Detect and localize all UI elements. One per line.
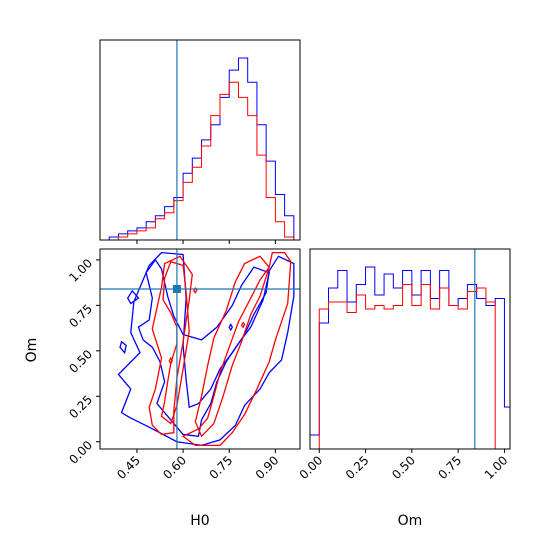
y-tick-label-om-5: 1.00 bbox=[66, 256, 95, 285]
contour-line-7 bbox=[181, 251, 292, 447]
truth-marker bbox=[172, 285, 181, 293]
x-tick-label-om-1: 0.00 bbox=[297, 453, 326, 482]
contour-line-6 bbox=[194, 255, 270, 438]
contour-line-1 bbox=[137, 258, 270, 437]
contour-line-9 bbox=[168, 356, 174, 365]
histogram-om-panel: 0.00 0.25 0.50 0.75 1.00 bbox=[297, 248, 511, 482]
contour-line-3 bbox=[119, 340, 127, 355]
x-tick-label-om-4: 0.75 bbox=[435, 453, 464, 482]
histogram-h0-frame bbox=[99, 39, 301, 241]
x-tick-label-h0-2: 0.60 bbox=[160, 453, 189, 482]
y-tick-label-om-2: 0.25 bbox=[66, 392, 95, 421]
y-tick-label-om-4: 0.75 bbox=[66, 302, 95, 331]
x-tick-label-h0-1: 0.45 bbox=[114, 453, 143, 482]
contour-line-11 bbox=[240, 321, 246, 329]
x-tick-label-om-2: 0.25 bbox=[343, 453, 372, 482]
contour-h0-om-panel: 0.45 0.60 0.75 0.90 0.00 0.25 0.50 0.75 1.00 bbox=[66, 248, 301, 482]
x-axis-label-om: Om bbox=[398, 513, 423, 529]
contour-line-4 bbox=[126, 289, 140, 305]
contour-line-12 bbox=[228, 323, 234, 332]
y-axis-label-om: Om bbox=[24, 338, 40, 363]
histogram-om-frame bbox=[309, 248, 511, 450]
histogram-h0-series-2 bbox=[109, 81, 295, 241]
contour-panel-frame bbox=[99, 248, 301, 450]
x-tick-label-om-5: 1.00 bbox=[482, 453, 511, 482]
histogram-h0-panel bbox=[99, 39, 301, 244]
y-tick-label-om-1: 0.00 bbox=[66, 438, 95, 467]
histogram-om-series-2 bbox=[310, 284, 510, 450]
x-tick-label-h0-4: 0.90 bbox=[253, 453, 282, 482]
contour-lines-group bbox=[117, 251, 295, 447]
y-tick-label-om-3: 0.50 bbox=[66, 347, 95, 376]
histogram-om-series-1 bbox=[309, 266, 511, 449]
x-axis-label-h0: H0 bbox=[190, 513, 209, 529]
x-tick-label-h0-3: 0.75 bbox=[207, 453, 236, 482]
contour-line-8 bbox=[148, 255, 193, 436]
x-tick-label-om-3: 0.50 bbox=[389, 453, 418, 482]
contour-line-2 bbox=[117, 251, 295, 447]
